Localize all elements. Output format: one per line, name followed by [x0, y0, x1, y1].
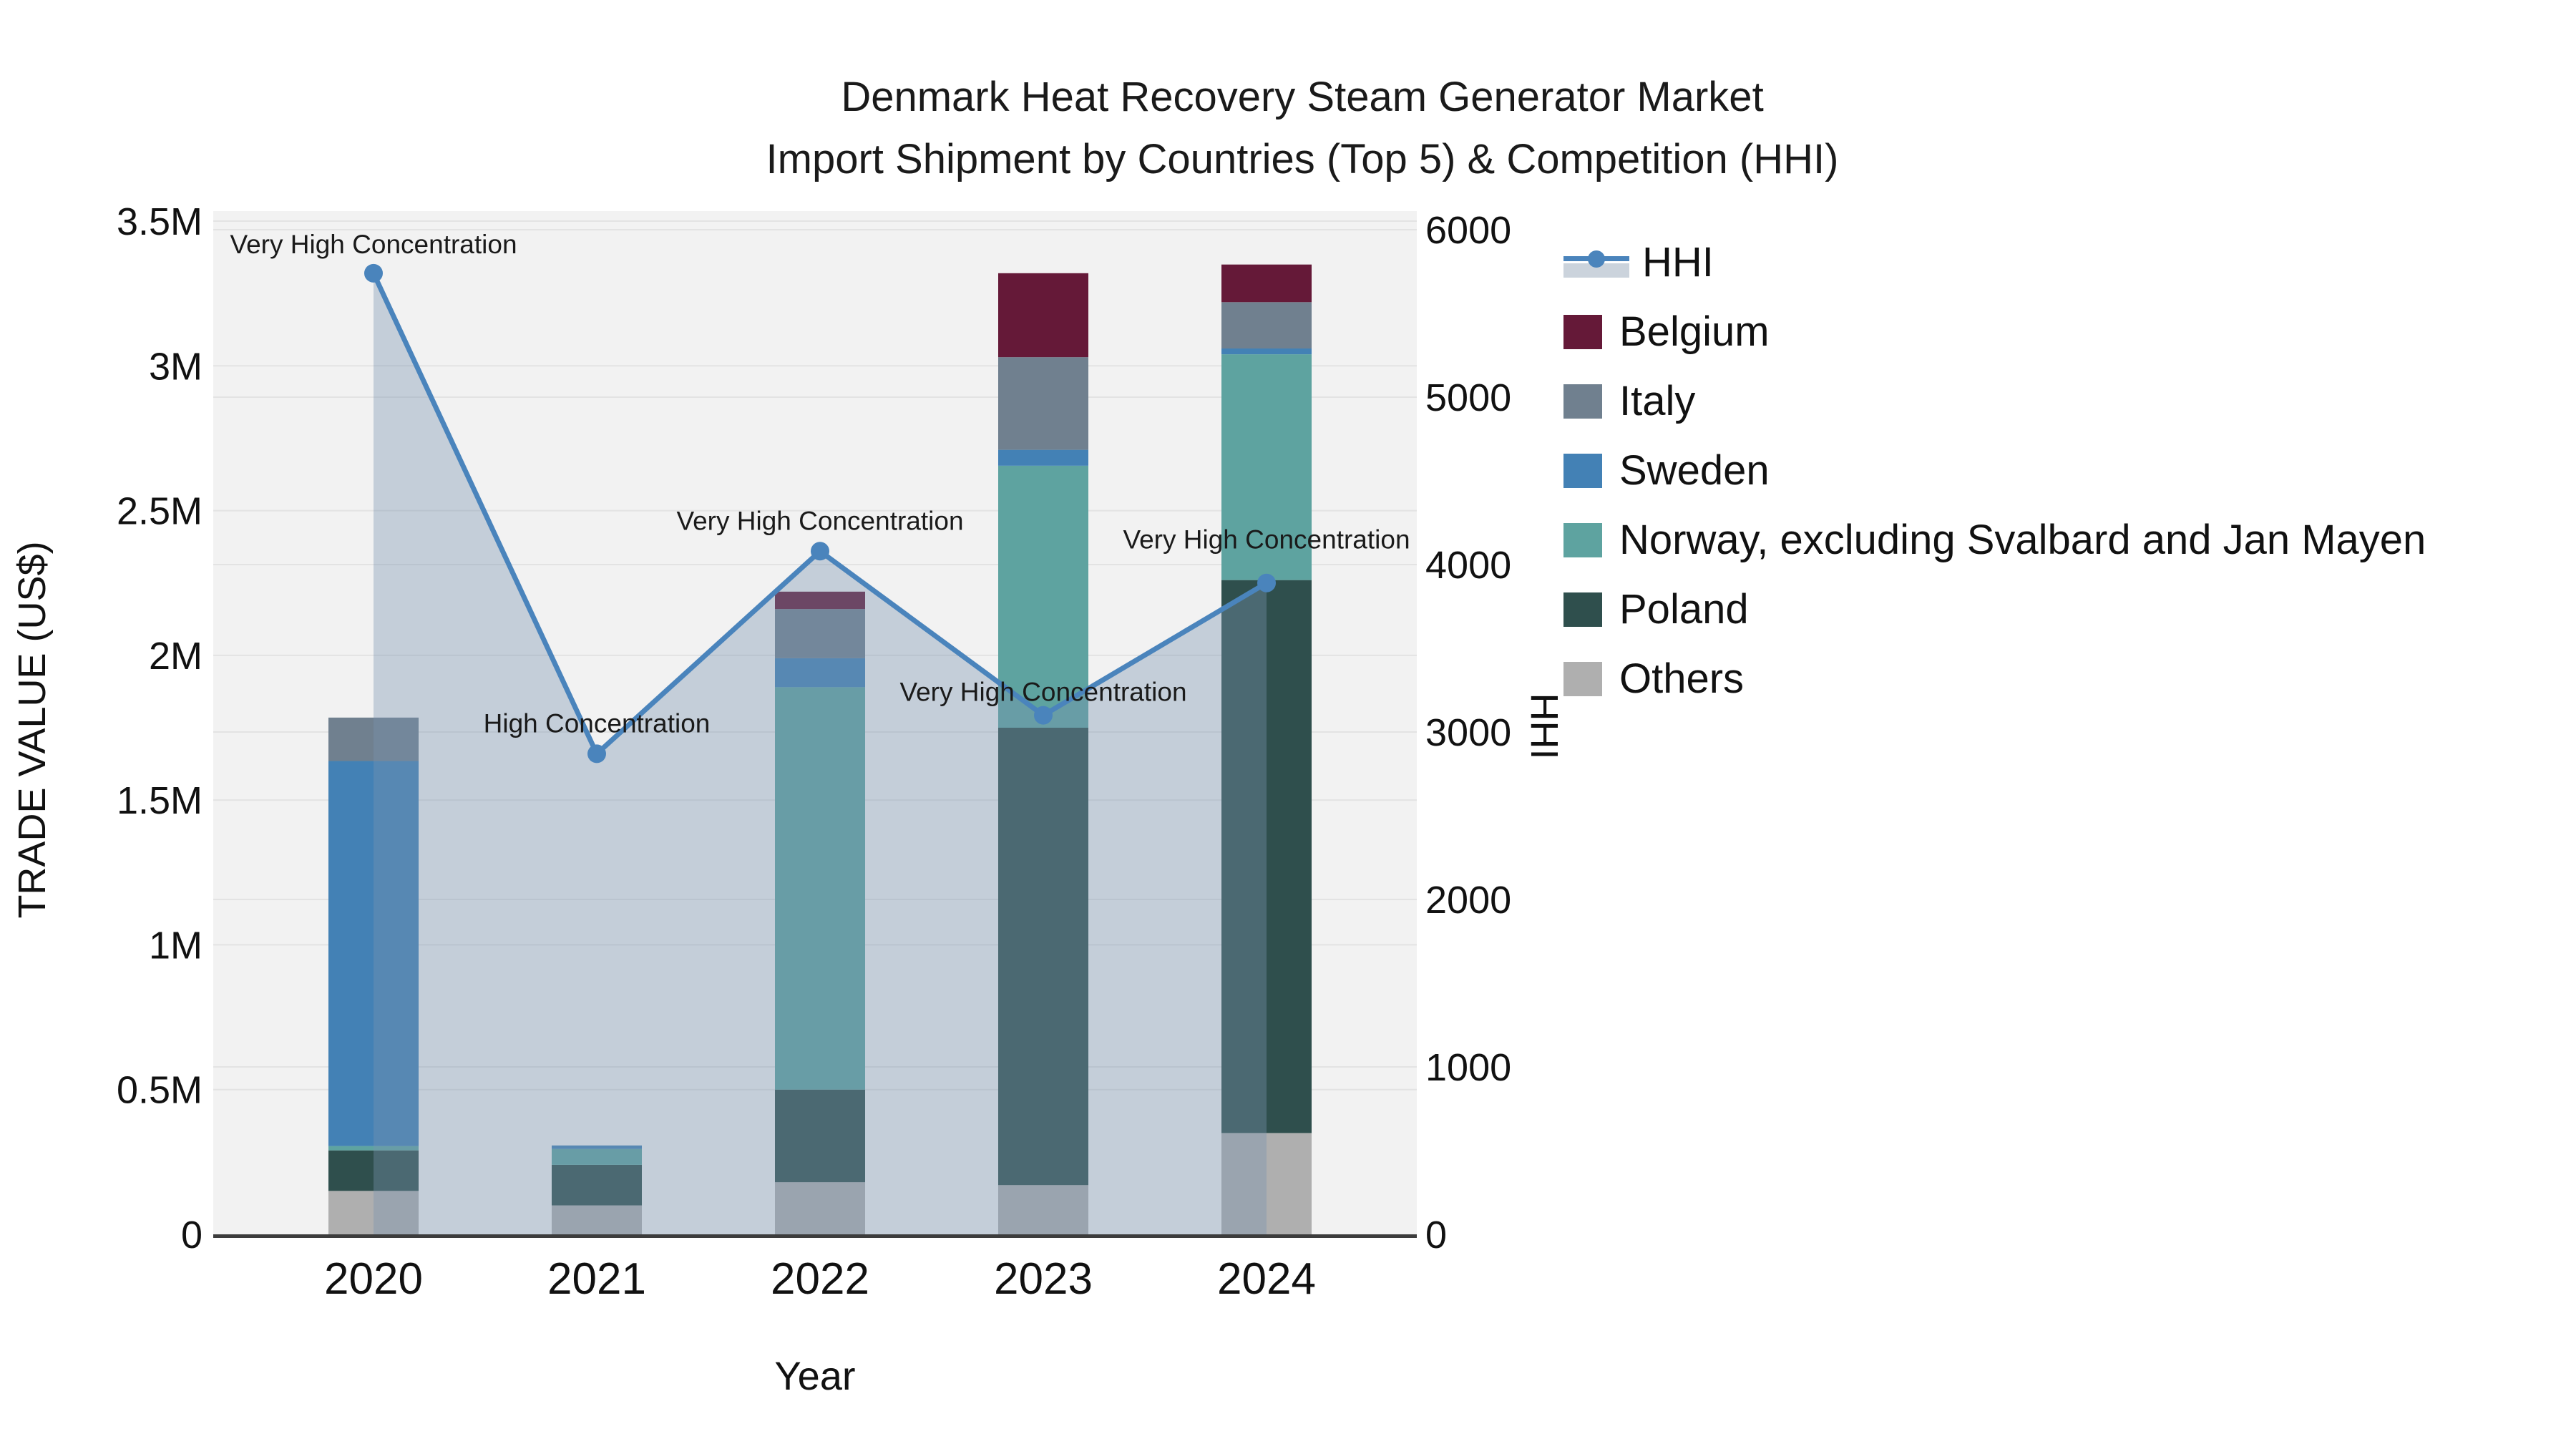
y-left-tick-0: 0 [181, 1214, 203, 1257]
legend-line-marker-icon [1563, 245, 1629, 280]
legend-item-label: HHI [1642, 239, 1714, 286]
legend-item-label: Norway, excluding Svalbard and Jan Mayen [1619, 517, 2426, 563]
x-tick-2023: 2023 [994, 1254, 1093, 1304]
bar-segment-poland-2023 [998, 728, 1088, 1186]
bar-segment-norway-2022 [775, 687, 865, 1090]
bar-segment-norway-2024 [1221, 354, 1312, 580]
bar-segment-others-2024 [1221, 1133, 1312, 1234]
hhi-point-2020 [364, 263, 383, 283]
bar-segment-norway-2023 [998, 465, 1088, 728]
legend-color-swatch [1563, 661, 1602, 696]
x-tick-2021: 2021 [547, 1254, 646, 1304]
bar-segment-sweden-2021 [552, 1145, 642, 1149]
annotation-2021: High Concentration [484, 708, 711, 738]
y-right-tick-5000: 5000 [1425, 376, 1511, 419]
chart-title-line1: Denmark Heat Recovery Steam Generator Ma… [841, 74, 1764, 120]
y-right-tick-4000: 4000 [1425, 544, 1511, 587]
bar-segment-norway-2021 [552, 1148, 642, 1165]
legend-color-swatch [1563, 592, 1602, 627]
bar-segment-sweden-2023 [998, 449, 1088, 466]
hhi-point-2024 [1257, 573, 1276, 592]
y-right-tick-0: 0 [1425, 1214, 1447, 1257]
legend-item-sweden: Sweden [1563, 436, 2426, 505]
y-left-tick-1M: 1M [149, 924, 203, 967]
y-left-tick-2M: 2M [149, 635, 203, 678]
legend-color-swatch [1563, 522, 1602, 557]
hhi-point-2022 [811, 542, 829, 561]
y-left-tick-3.5M: 3.5M [117, 200, 203, 243]
bar-segment-norway-2020 [328, 1146, 419, 1151]
y-axis-right-title: HHI [1523, 693, 1566, 760]
bar-segment-others-2020 [328, 1191, 419, 1234]
legend-item-others: Others [1563, 644, 2426, 713]
y-left-tick-2.5M: 2.5M [117, 490, 203, 533]
x-tick-2020: 2020 [324, 1254, 423, 1304]
legend-item-belgium: Belgium [1563, 297, 2426, 366]
y-left-tick-3M: 3M [149, 345, 203, 388]
y-right-tick-6000: 6000 [1425, 209, 1511, 252]
bar-segment-italy-2023 [998, 357, 1088, 450]
bar-segment-italy-2024 [1221, 302, 1312, 349]
x-tick-2024: 2024 [1217, 1254, 1316, 1304]
bar-segment-others-2023 [998, 1185, 1088, 1234]
bar-segment-sweden-2020 [328, 761, 419, 1146]
bar-segment-belgium-2023 [998, 273, 1088, 358]
x-axis-title: Year [774, 1353, 856, 1398]
bar-segment-sweden-2022 [775, 658, 865, 688]
annotation-2024: Very High Concentration [1123, 525, 1410, 555]
legend-item-poland: Poland [1563, 575, 2426, 644]
legend-item-label: Poland [1619, 586, 1749, 633]
legend-item-label: Sweden [1619, 447, 1770, 494]
bar-segment-poland-2024 [1221, 580, 1312, 1133]
legend-item-italy: Italy [1563, 366, 2426, 436]
bar-segment-poland-2022 [775, 1089, 865, 1183]
chart-title: Denmark Heat Recovery Steam Generator Ma… [744, 66, 1860, 190]
bar-segment-others-2022 [775, 1182, 865, 1234]
annotation-2020: Very High Concentration [230, 230, 517, 259]
bar-segment-sweden-2024 [1221, 348, 1312, 355]
legend-item-hhi: HHI [1563, 228, 2426, 297]
legend-color-swatch [1563, 453, 1602, 488]
bar-segment-belgium-2024 [1221, 264, 1312, 303]
bar-segment-belgium-2022 [775, 591, 865, 610]
legend-color-swatch [1563, 384, 1602, 419]
bar-segment-italy-2022 [775, 609, 865, 658]
y-left-tick-0.5M: 0.5M [117, 1069, 203, 1112]
bar-segment-poland-2021 [552, 1164, 642, 1206]
legend-item-label: Italy [1619, 378, 1696, 424]
x-axis-line [213, 1234, 1417, 1238]
y-right-tick-3000: 3000 [1425, 711, 1511, 754]
legend: HHI Belgium Italy Sweden Norway, excluding S… [1563, 228, 2426, 713]
chart-title-line2: Import Shipment by Countries (Top 5) & C… [766, 136, 1839, 182]
hhi-point-2023 [1034, 706, 1053, 725]
y-right-tick-2000: 2000 [1425, 879, 1511, 922]
legend-color-swatch [1563, 314, 1602, 349]
y-left-tick-1.5M: 1.5M [117, 779, 203, 822]
x-tick-2022: 2022 [771, 1254, 869, 1304]
legend-item-norway-excluding-svalbard-and-jan-mayen: Norway, excluding Svalbard and Jan Mayen [1563, 505, 2426, 575]
bar-segment-italy-2020 [328, 717, 419, 761]
legend-item-label: Others [1619, 655, 1745, 702]
annotation-2023: Very High Concentration [899, 678, 1186, 707]
bar-segment-others-2021 [552, 1205, 642, 1234]
y-right-tick-1000: 1000 [1425, 1046, 1511, 1089]
legend-item-label: Belgium [1619, 308, 1770, 355]
annotation-2022: Very High Concentration [676, 506, 963, 535]
y-axis-left-title: TRADE VALUE (US$) [11, 541, 54, 919]
hhi-area-fill [374, 273, 1267, 1235]
bar-segment-poland-2020 [328, 1150, 419, 1191]
hhi-point-2021 [587, 744, 606, 763]
